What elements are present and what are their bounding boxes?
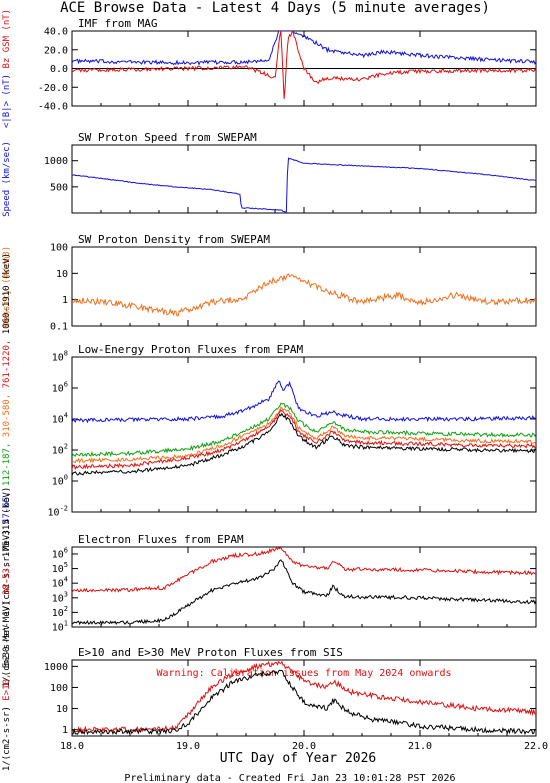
x-axis-group: 18.0 19.0 20.0 21.0 22.0 xyxy=(60,741,548,752)
x-tick-label: 19.0 xyxy=(176,741,200,752)
panel-title: E>10 and E>30 MeV Proton Fluxes from SIS xyxy=(78,646,343,659)
series-line-Speed xyxy=(72,157,536,213)
y-tick-label: 10 xyxy=(56,269,68,280)
series-line-E>10 xyxy=(72,660,536,734)
y-tick-label: -20.0 xyxy=(38,83,68,94)
footer-text: Preliminary data - Created Fri Jan 23 10… xyxy=(124,773,455,783)
panel-title: SW Proton Speed from SWEPAM xyxy=(78,131,257,144)
panel-6: E>10 and E>30 MeV Proton Fluxes from SIS… xyxy=(2,624,537,771)
y-tick-label: 100 xyxy=(50,683,68,694)
series-line-E>30 xyxy=(72,669,536,736)
panel-title: IMF from MAG xyxy=(78,17,157,30)
x-tick-label: 22.0 xyxy=(524,741,548,752)
y-tick-label: 1000 xyxy=(44,156,68,167)
series-line-Bz GSM xyxy=(72,31,536,99)
series-line-310-580 xyxy=(72,406,536,464)
y-axis-label: 1/(cm2-s-sr-MeV) 38-53, 175-315 (keV) xyxy=(2,487,12,688)
panel-1: IMF from MAG 40.0 20.0 0.0 -20.0 -40.0 <|B|> (… xyxy=(2,9,537,128)
y-tick-label: 0.1 xyxy=(50,322,68,333)
series-line-47-65 xyxy=(72,380,536,424)
y-tick-label: 20.0 xyxy=(44,45,68,56)
panels-group: IMF from MAG 40.0 20.0 0.0 -20.0 -40.0 <|B|> (… xyxy=(2,9,537,771)
panel-title: Low-Energy Proton Fluxes from EPAM xyxy=(78,343,304,356)
series-line-38-53 xyxy=(72,547,536,593)
y-tick-label: 10 xyxy=(56,704,68,715)
y-axis-label: Speed (km/sec) xyxy=(2,141,12,217)
series-line-175-315 xyxy=(72,559,536,626)
panel-title: SW Proton Density from SWEPAM xyxy=(78,233,270,246)
x-axis-label: UTC Day of Year 2026 xyxy=(220,751,377,766)
x-tick-label: 18.0 xyxy=(60,741,84,752)
y-axis-label: 1/(cm2-s-sr) E>10, E>30 MeV xyxy=(2,624,12,771)
y-axis-label: 1/(cm2-s-sr-MeV) 47-65, 112-187, 310-580… xyxy=(2,253,12,616)
y-axis-label: Density (#/cm3) xyxy=(2,246,12,327)
x-tick-label: 21.0 xyxy=(408,741,432,752)
y-axis-label: <|B|> (nT) Bz GSM (nT) xyxy=(2,9,12,128)
y-tick-label: 1 xyxy=(62,295,68,306)
y-tick-label: 500 xyxy=(50,182,68,193)
panel-3: SW Proton Density from SWEPAM 100 10 1 0.1 De… xyxy=(2,233,537,333)
panel-2: SW Proton Speed from SWEPAM 1000 500 Speed … xyxy=(2,131,537,217)
y-tick-label: 1 xyxy=(62,725,68,736)
x-tick-label: 20.0 xyxy=(292,741,316,752)
y-tick-label: 40.0 xyxy=(44,27,68,38)
y-tick-label: -40.0 xyxy=(38,102,68,113)
series-line-<|B|> xyxy=(72,31,536,66)
series-line-1060-1910 xyxy=(72,412,536,476)
panel-title: Electron Fluxes from EPAM xyxy=(78,533,244,546)
page-title: ACE Browse Data - Latest 4 Days (5 minut… xyxy=(60,0,490,16)
y-tick-label: 1000 xyxy=(44,662,68,673)
series-line-112-187 xyxy=(72,402,536,458)
series-line-761-1220 xyxy=(72,409,536,471)
y-tick-label: 0.0 xyxy=(50,64,68,75)
y-tick-label: 100 xyxy=(50,243,68,254)
series-line-Density xyxy=(72,273,536,317)
panel-annotation: Warning: Calibration issues from May 202… xyxy=(156,668,451,679)
